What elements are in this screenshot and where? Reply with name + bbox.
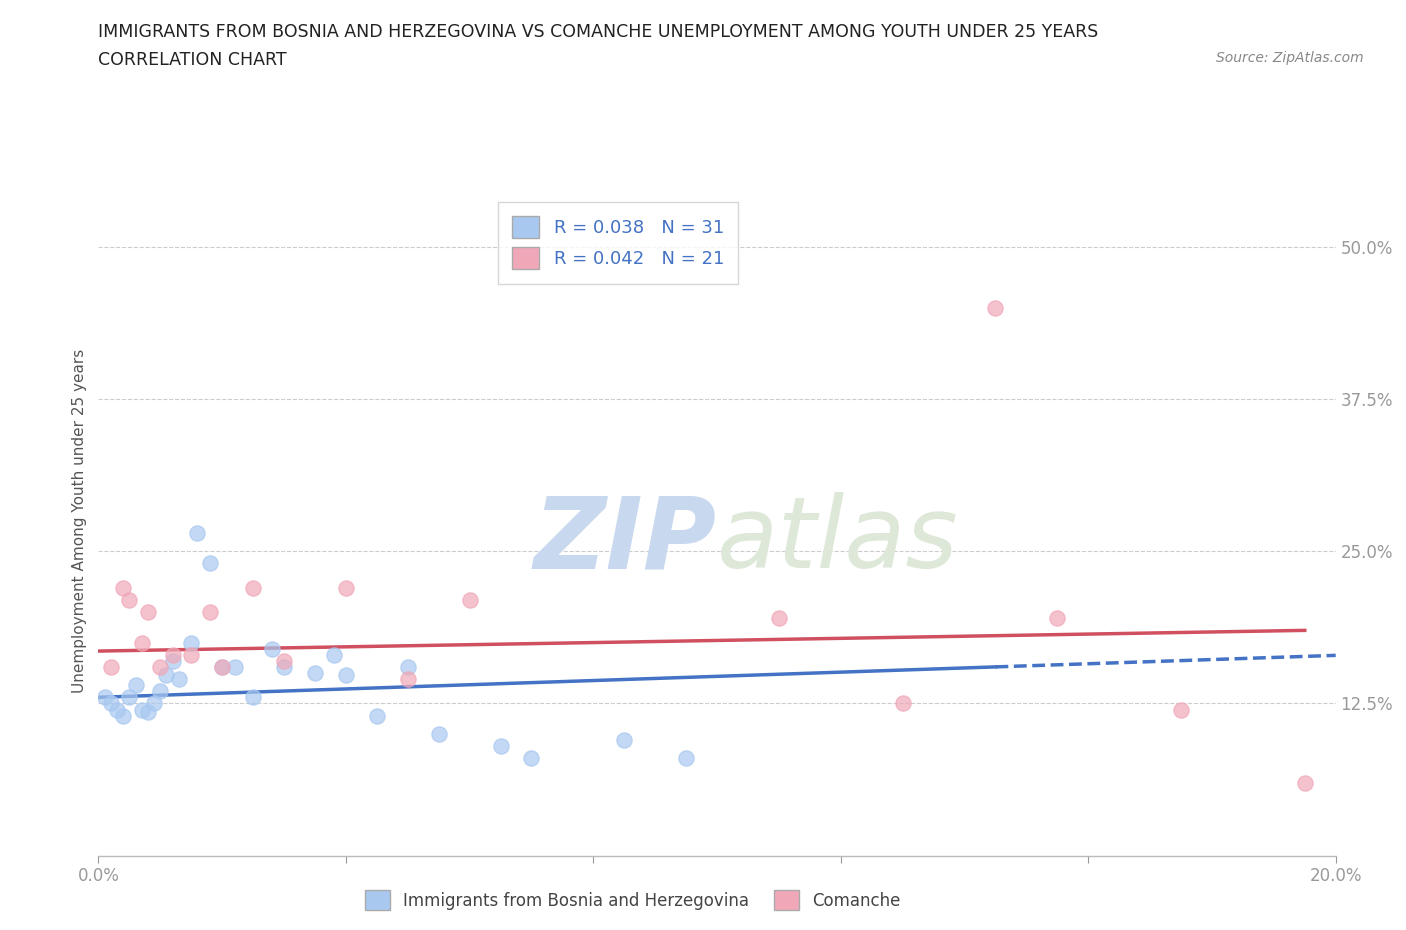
Point (136, 705, 159, 720)
Point (167, 671, 190, 686)
Point (155, 668, 177, 683)
Point (149, 659, 172, 674)
Point (162, 647, 184, 662)
Point (112, 580, 135, 595)
Point (211, 659, 233, 674)
Point (198, 604, 221, 619)
Point (891, 696, 914, 711)
Legend: R = 0.038   N = 31, R = 0.042   N = 21: R = 0.038 N = 31, R = 0.042 N = 21 (498, 202, 738, 284)
Point (675, 751, 697, 765)
Point (105, 702, 128, 717)
Point (273, 659, 295, 674)
Point (124, 678, 146, 693)
Point (131, 702, 153, 717)
Point (149, 684, 172, 698)
Point (242, 580, 264, 595)
Point (112, 708, 135, 723)
Point (273, 654, 295, 669)
Point (304, 666, 326, 681)
Text: Source: ZipAtlas.com: Source: ZipAtlas.com (1216, 51, 1364, 65)
Point (131, 635, 153, 650)
Legend: Immigrants from Bosnia and Herzegovina, Comanche: Immigrants from Bosnia and Herzegovina, … (359, 884, 907, 917)
Point (1294, 775, 1316, 790)
Point (366, 708, 388, 723)
Point (211, 659, 233, 674)
Point (198, 556, 221, 571)
Text: IMMIGRANTS FROM BOSNIA AND HERZEGOVINA VS COMANCHE UNEMPLOYMENT AMONG YOUTH UNDE: IMMIGRANTS FROM BOSNIA AND HERZEGOVINA V… (98, 23, 1098, 41)
Point (427, 726, 450, 741)
Point (322, 647, 344, 662)
Point (458, 592, 481, 607)
Point (143, 696, 166, 711)
Point (260, 641, 283, 656)
Point (100, 696, 122, 711)
Point (93, 690, 115, 705)
Y-axis label: Unemployment Among Youth under 25 years: Unemployment Among Youth under 25 years (72, 349, 87, 693)
Point (118, 690, 141, 705)
Point (100, 659, 122, 674)
Point (186, 525, 208, 540)
Point (520, 751, 543, 765)
Point (1170, 702, 1192, 717)
Point (613, 733, 636, 748)
Point (118, 592, 141, 607)
Point (136, 604, 159, 619)
Point (162, 654, 184, 669)
Point (768, 611, 790, 626)
Point (984, 300, 1007, 315)
Point (242, 690, 264, 705)
Point (335, 580, 357, 595)
Point (180, 635, 202, 650)
Point (396, 659, 419, 674)
Text: atlas: atlas (717, 492, 959, 590)
Point (1046, 611, 1069, 626)
Point (489, 738, 512, 753)
Text: CORRELATION CHART: CORRELATION CHART (98, 51, 287, 69)
Point (335, 668, 357, 683)
Text: ZIP: ZIP (534, 492, 717, 590)
Point (180, 647, 202, 662)
Point (396, 671, 419, 686)
Point (224, 659, 246, 674)
